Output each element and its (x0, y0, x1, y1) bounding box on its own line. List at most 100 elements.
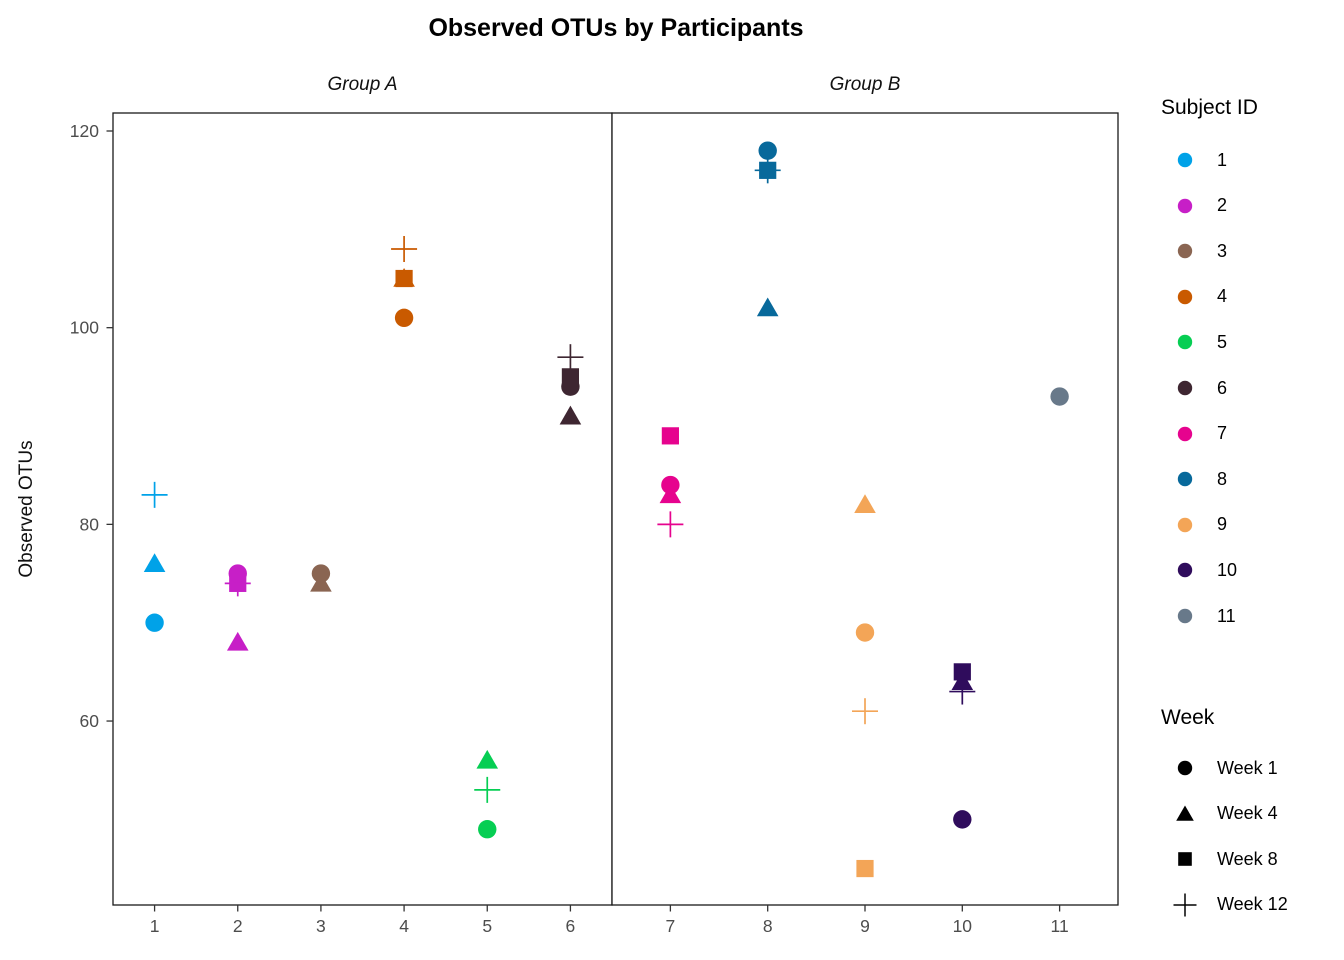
data-point-subject-1-week-1 (145, 613, 164, 632)
legend-week-week-4: Week 4 (1172, 800, 1278, 828)
panel-a (112, 112, 613, 906)
triangle-marker (143, 553, 166, 572)
circle-legend-key (1177, 335, 1193, 350)
x-tick-label: 3 (316, 916, 326, 936)
legend-week-week-8: Week 8 (1172, 845, 1278, 873)
series-subject-9 (852, 494, 878, 878)
square-marker (953, 663, 971, 681)
data-point-subject-7-week-12 (657, 511, 684, 538)
triangle-marker (559, 405, 582, 425)
triangle-legend-key-icon (1176, 805, 1194, 821)
circle-marker (1177, 517, 1193, 532)
circle-marker (1177, 243, 1193, 259)
series-subject-11 (1050, 387, 1069, 406)
chart-title: Observed OTUs by Participants (428, 14, 804, 42)
y-tick-label: 100 (70, 318, 99, 338)
legend-subject-2: 2 (1172, 192, 1227, 220)
circle-legend-key (1177, 426, 1193, 441)
data-point-subject-10-week-1 (953, 810, 972, 829)
circle-marker (1177, 380, 1193, 396)
data-point-subject-6-week-4 (559, 405, 582, 425)
circle-marker (394, 308, 414, 328)
circle-legend-key-icon (1177, 380, 1193, 396)
legend-item-label: 10 (1217, 559, 1238, 580)
square-marker (395, 269, 413, 288)
series-subject-7 (657, 427, 684, 538)
circle-marker (661, 475, 680, 495)
triangle-marker (476, 749, 499, 769)
data-point-subject-6-week-1 (561, 377, 580, 396)
data-point-subject-3-week-1 (311, 564, 331, 583)
legend-title-subject-id: Subject ID (1161, 96, 1258, 119)
circle-legend-key (1177, 760, 1193, 776)
legend-subject-8: 8 (1172, 465, 1227, 493)
x-tick-label: 8 (763, 916, 773, 936)
y-tick-label: 80 (80, 514, 100, 534)
data-point-subject-5-week-1 (478, 820, 497, 839)
circle-legend-key-icon (1177, 426, 1193, 441)
square-marker (1178, 852, 1192, 866)
series-subject-6 (557, 344, 584, 425)
data-point-subject-4-week-12 (391, 236, 418, 263)
data-point-subject-8-week-8 (759, 161, 777, 179)
legend-week-week-12: Week 12 (1172, 891, 1288, 919)
legend-item-label: 1 (1217, 149, 1228, 170)
legend-subject-9: 9 (1172, 511, 1227, 539)
legend-item-label: 4 (1217, 286, 1228, 307)
circle-legend-key (1177, 517, 1193, 532)
legend-subject-10: 10 (1172, 556, 1237, 584)
circle-marker (478, 820, 497, 839)
data-point-subject-9-week-4 (854, 494, 876, 513)
circle-legend-key-icon (1177, 335, 1193, 350)
y-tick-label: 120 (70, 121, 99, 141)
legend-week-week-1: Week 1 (1172, 754, 1278, 782)
circle-legend-key-icon (1177, 152, 1193, 168)
x-tick-label: 2 (233, 916, 243, 936)
y-tick-label: 60 (80, 711, 100, 731)
x-tick-label: 7 (666, 916, 676, 936)
series-subject-10 (949, 663, 976, 829)
circle-legend-key-icon (1177, 760, 1193, 776)
square-marker (759, 161, 777, 179)
circle-marker (1177, 426, 1193, 441)
circle-marker (1177, 152, 1193, 168)
legend-item-label: Week 12 (1217, 894, 1288, 915)
data-point-subject-10-week-8 (953, 663, 971, 681)
circle-legend-key-icon (1177, 471, 1193, 487)
legend-item-label: 11 (1217, 605, 1236, 626)
circle-marker (1177, 760, 1193, 776)
legend-subject-7: 7 (1172, 420, 1227, 448)
data-point-subject-5-week-12 (474, 776, 501, 803)
data-point-subject-1-week-12 (141, 481, 168, 508)
series-subject-3 (310, 564, 332, 592)
data-point-subject-2-week-4 (226, 631, 249, 651)
data-point-subject-7-week-8 (661, 427, 679, 445)
data-point-subject-11-week-1 (1050, 387, 1069, 406)
triangle-marker (756, 297, 779, 317)
legend-item-label: 7 (1217, 423, 1228, 444)
triangle-marker (951, 671, 974, 691)
legend-subject-11: 11 (1172, 602, 1236, 630)
x-tick-label: 5 (482, 916, 492, 936)
facet-label-group-b: Group B (829, 74, 901, 95)
circle-marker (758, 141, 777, 160)
data-point-subject-6-week-12 (557, 344, 584, 371)
square-legend-key-icon (1178, 852, 1192, 866)
legend-item-label: 5 (1217, 331, 1228, 352)
x-tick-label: 11 (1051, 916, 1069, 936)
y-axis-title: Observed OTUs (16, 440, 37, 578)
circle-marker (953, 810, 972, 829)
circle-marker (1177, 335, 1193, 350)
triangle-marker (226, 631, 249, 651)
circle-marker (1177, 608, 1193, 624)
circle-legend-key (1177, 380, 1193, 396)
legend-subject-4: 4 (1172, 283, 1227, 311)
legend-title-week: Week (1161, 706, 1215, 729)
circle-legend-key-icon (1177, 243, 1193, 259)
data-point-subject-2-week-1 (228, 564, 247, 583)
x-tick-label: 9 (860, 916, 870, 936)
circle-legend-key (1177, 608, 1193, 624)
x-tick-label: 1 (150, 916, 160, 936)
triangle-marker (854, 494, 876, 513)
circle-legend-key (1177, 563, 1193, 578)
